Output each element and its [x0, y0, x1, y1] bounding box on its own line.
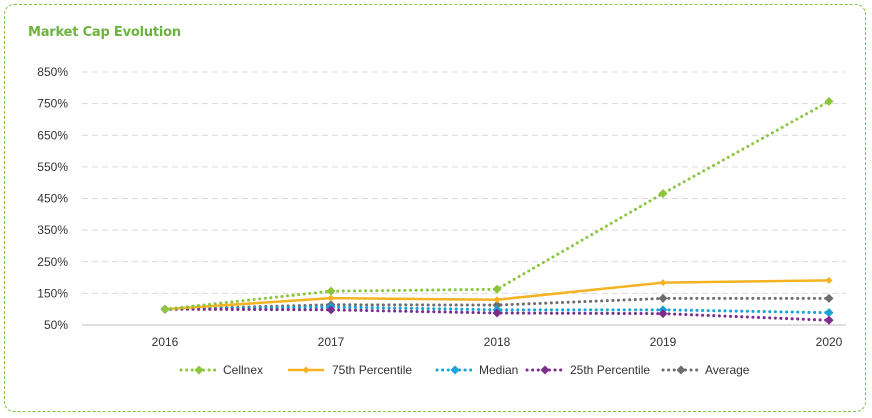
legend-item: Average — [661, 363, 750, 377]
data-point — [824, 308, 834, 318]
legend-marker — [450, 365, 460, 375]
y-tick-label: 50% — [44, 318, 68, 332]
series-lines — [160, 96, 834, 325]
data-point — [824, 293, 834, 303]
x-tick-label: 2016 — [152, 335, 179, 349]
legend-marker — [194, 365, 204, 375]
chart-title: Market Cap Evolution — [28, 25, 181, 40]
data-point — [492, 300, 502, 310]
x-tick-label: 2020 — [816, 335, 843, 349]
y-tick-label: 750% — [37, 97, 68, 111]
legend-item: Cellnex — [179, 363, 263, 377]
y-tick-label: 350% — [37, 223, 68, 237]
legend-label: 25th Percentile — [570, 363, 650, 377]
data-point — [492, 308, 502, 318]
series-line — [163, 296, 831, 311]
x-tick-label: 2017 — [318, 335, 345, 349]
y-tick-label: 150% — [37, 286, 68, 300]
data-point — [492, 284, 502, 294]
y-tick-label: 550% — [37, 160, 68, 174]
legend-marker — [302, 366, 310, 374]
legend-item: 25th Percentile — [525, 363, 650, 377]
legend-label: Median — [479, 363, 518, 377]
legend: Cellnex 75th Percentile Median 25th Percent… — [179, 363, 750, 377]
legend-label: 75th Percentile — [332, 363, 412, 377]
series-line — [163, 307, 831, 322]
legend-marker — [676, 365, 686, 375]
x-tick-label: 2018 — [484, 335, 511, 349]
legend-label: Average — [705, 363, 750, 377]
data-point — [493, 296, 501, 304]
y-tick-label: 650% — [37, 128, 68, 142]
data-point — [160, 304, 170, 314]
chart-frame — [4, 4, 866, 412]
y-axis-ticks: 50% 150% 250% 350% 450% 550% 650% 750% 850% — [37, 65, 68, 332]
legend-item: Median — [435, 363, 518, 377]
data-point — [659, 279, 667, 287]
x-axis-ticks: 2016 2017 2018 2019 2020 — [152, 335, 843, 349]
y-tick-label: 850% — [37, 65, 68, 79]
data-point — [824, 96, 834, 106]
y-tick-label: 250% — [37, 255, 68, 269]
data-point — [658, 293, 668, 303]
y-tick-label: 450% — [37, 192, 68, 206]
gridlines — [82, 71, 846, 294]
data-point — [327, 294, 335, 302]
data-point — [658, 188, 668, 198]
data-point — [658, 309, 668, 319]
series-cellnex — [160, 96, 834, 314]
legend-marker — [540, 365, 550, 375]
data-point — [326, 286, 336, 296]
series-line — [163, 99, 831, 311]
data-point — [824, 315, 834, 325]
legend-label: Cellnex — [223, 363, 263, 377]
series-75th-percentile — [161, 276, 833, 313]
data-point — [825, 276, 833, 284]
series-line — [163, 305, 831, 315]
legend-item: 75th Percentile — [288, 363, 412, 377]
x-tick-label: 2019 — [650, 335, 677, 349]
data-point — [326, 305, 336, 315]
